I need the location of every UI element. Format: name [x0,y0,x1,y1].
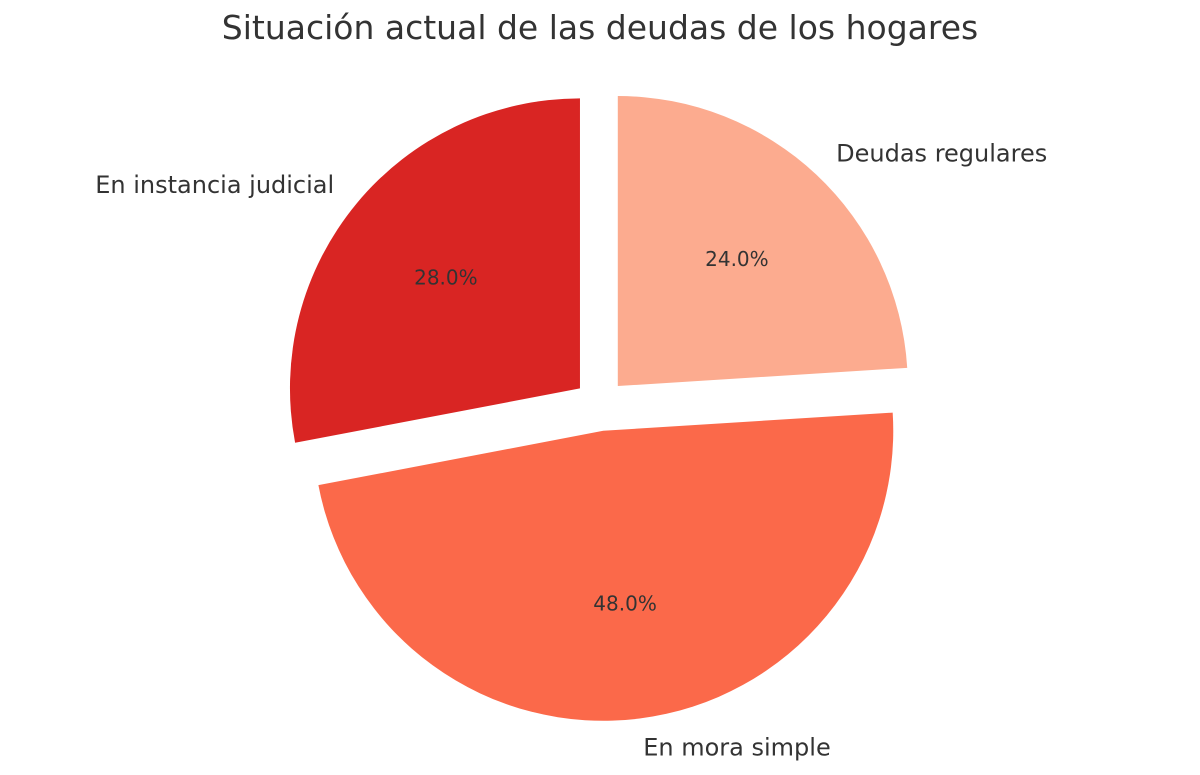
pie-slice-en-mora-simple [318,412,894,721]
chart-title: Situación actual de las deudas de los ho… [221,8,979,47]
pie-slice-en-instancia-judicial [289,98,580,443]
slice-category-label: En mora simple [643,733,831,761]
slice-percent-label: 48.0% [593,591,657,615]
slice-percent-label: 28.0% [414,266,478,290]
pie-slice-deudas-regulares [617,96,908,387]
slice-category-label: En instancia judicial [95,171,334,199]
slice-percent-label: 24.0% [705,247,769,271]
slice-category-label: Deudas regulares [836,140,1047,168]
